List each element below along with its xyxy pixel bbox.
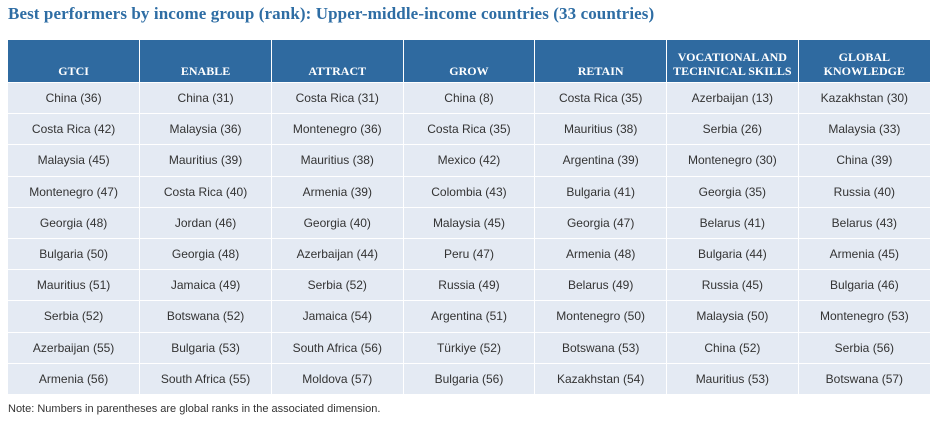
table-cell: Georgia (48) — [140, 238, 272, 269]
table-cell: Serbia (52) — [271, 270, 403, 301]
table-cell: Jordan (46) — [140, 207, 272, 238]
table-cell: Georgia (47) — [535, 207, 667, 238]
table-cell: Mauritius (38) — [535, 114, 667, 145]
table-cell: Costa Rica (40) — [140, 176, 272, 207]
table-cell: Montenegro (50) — [535, 301, 667, 332]
table-row: Malaysia (45) Mauritius (39) Mauritius (38… — [8, 145, 930, 176]
table-cell: Peru (47) — [403, 238, 535, 269]
table-row: Montenegro (47) Costa Rica (40) Armenia (3… — [8, 176, 930, 207]
table-cell: Montenegro (30) — [667, 145, 799, 176]
table-cell: Serbia (52) — [8, 301, 140, 332]
table-row: Bulgaria (50) Georgia (48) Azerbaijan (44)… — [8, 238, 930, 269]
table-cell: Costa Rica (35) — [403, 114, 535, 145]
table-cell: Argentina (51) — [403, 301, 535, 332]
table-cell: Belarus (41) — [667, 207, 799, 238]
table-cell: Argentina (39) — [535, 145, 667, 176]
footnote: Note: Numbers in parentheses are global … — [8, 403, 380, 415]
table-cell: Armenia (48) — [535, 238, 667, 269]
table-cell: Armenia (45) — [798, 238, 930, 269]
table-cell: Russia (49) — [403, 270, 535, 301]
table-cell: Jamaica (54) — [271, 301, 403, 332]
table-cell: Montenegro (53) — [798, 301, 930, 332]
table-cell: Mauritius (38) — [271, 145, 403, 176]
table-header: GTCI ENABLE ATTRACT GROW RETAIN VOCATIONAL AN… — [8, 40, 930, 83]
table-cell: Colombia (43) — [403, 176, 535, 207]
table-cell: Malaysia (45) — [403, 207, 535, 238]
table-cell: Malaysia (33) — [798, 114, 930, 145]
table-cell: China (31) — [140, 83, 272, 114]
table-cell: Russia (45) — [667, 270, 799, 301]
table-row: Costa Rica (42) Malaysia (36) Montenegro (… — [8, 114, 930, 145]
column-header-attract: ATTRACT — [271, 40, 403, 83]
table-cell: Malaysia (45) — [8, 145, 140, 176]
table-cell: Jamaica (49) — [140, 270, 272, 301]
table-cell: Russia (40) — [798, 176, 930, 207]
table-cell: Moldova (57) — [271, 363, 403, 394]
column-header-vocational-and-technical-skills: VOCATIONAL AND TECHNICAL SKILLS — [667, 40, 799, 83]
table-row: Armenia (56) South Africa (55) Moldova (57… — [8, 363, 930, 394]
table-cell: Bulgaria (44) — [667, 238, 799, 269]
column-header-grow: GROW — [403, 40, 535, 83]
table-cell: Türkiye (52) — [403, 332, 535, 363]
table-cell: China (39) — [798, 145, 930, 176]
table-cell: Armenia (56) — [8, 363, 140, 394]
table-cell: Botswana (53) — [535, 332, 667, 363]
table-cell: Malaysia (36) — [140, 114, 272, 145]
table-cell: Mexico (42) — [403, 145, 535, 176]
table-cell: Belarus (43) — [798, 207, 930, 238]
table-cell: Bulgaria (56) — [403, 363, 535, 394]
column-header-retain: RETAIN — [535, 40, 667, 83]
table-cell: South Africa (55) — [140, 363, 272, 394]
table-cell: Georgia (48) — [8, 207, 140, 238]
table-cell: Bulgaria (53) — [140, 332, 272, 363]
table-cell: Costa Rica (31) — [271, 83, 403, 114]
table-cell: Azerbaijan (55) — [8, 332, 140, 363]
table-cell: Serbia (26) — [667, 114, 799, 145]
table-row: Azerbaijan (55) Bulgaria (53) South Africa… — [8, 332, 930, 363]
table-cell: Botswana (57) — [798, 363, 930, 394]
column-header-global-knowledge: GLOBAL KNOWLEDGE — [798, 40, 930, 83]
table-cell: Bulgaria (41) — [535, 176, 667, 207]
table-cell: Azerbaijan (13) — [667, 83, 799, 114]
table-row: Mauritius (51) Jamaica (49) Serbia (52) Rus… — [8, 270, 930, 301]
table-cell: China (52) — [667, 332, 799, 363]
table-cell: Belarus (49) — [535, 270, 667, 301]
table-cell: China (8) — [403, 83, 535, 114]
table-cell: Mauritius (53) — [667, 363, 799, 394]
table-cell: Bulgaria (46) — [798, 270, 930, 301]
table-cell: Azerbaijan (44) — [271, 238, 403, 269]
table-cell: Botswana (52) — [140, 301, 272, 332]
header-row: GTCI ENABLE ATTRACT GROW RETAIN VOCATIONAL AN… — [8, 40, 930, 83]
table-cell: Kazakhstan (30) — [798, 83, 930, 114]
table-cell: Montenegro (36) — [271, 114, 403, 145]
table-cell: Costa Rica (35) — [535, 83, 667, 114]
table-cell: Mauritius (39) — [140, 145, 272, 176]
table-cell: South Africa (56) — [271, 332, 403, 363]
table-cell: Malaysia (50) — [667, 301, 799, 332]
rankings-table: GTCI ENABLE ATTRACT GROW RETAIN VOCATIONAL AN… — [8, 40, 930, 394]
column-header-gtci: GTCI — [8, 40, 140, 83]
table-cell: Mauritius (51) — [8, 270, 140, 301]
table-cell: Bulgaria (50) — [8, 238, 140, 269]
table-body: China (36) China (31) Costa Rica (31) China… — [8, 83, 930, 394]
page-title: Best performers by income group (rank): … — [8, 4, 654, 24]
table-cell: Armenia (39) — [271, 176, 403, 207]
column-header-enable: ENABLE — [140, 40, 272, 83]
table-cell: China (36) — [8, 83, 140, 114]
table-cell: Montenegro (47) — [8, 176, 140, 207]
table-cell: Costa Rica (42) — [8, 114, 140, 145]
table-cell: Kazakhstan (54) — [535, 363, 667, 394]
table-cell: Georgia (35) — [667, 176, 799, 207]
table-cell: Georgia (40) — [271, 207, 403, 238]
table-row: Serbia (52) Botswana (52) Jamaica (54) Arge… — [8, 301, 930, 332]
table-row: Georgia (48) Jordan (46) Georgia (40) Malay… — [8, 207, 930, 238]
table-row: China (36) China (31) Costa Rica (31) China… — [8, 83, 930, 114]
table-cell: Serbia (56) — [798, 332, 930, 363]
